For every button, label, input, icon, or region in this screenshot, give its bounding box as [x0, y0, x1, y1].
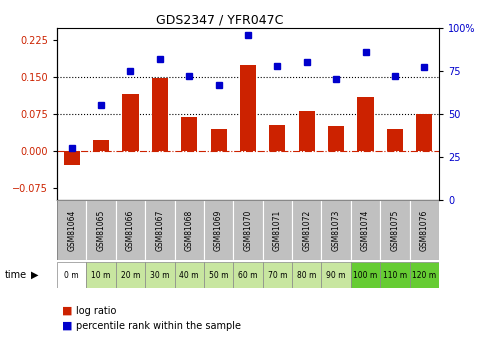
- Text: GSM81068: GSM81068: [185, 210, 194, 251]
- Text: percentile rank within the sample: percentile rank within the sample: [76, 321, 241, 331]
- Text: GSM81071: GSM81071: [273, 210, 282, 251]
- Bar: [123, 94, 138, 151]
- Text: 80 m: 80 m: [297, 270, 316, 280]
- Bar: [233, 200, 263, 260]
- Text: 0 m: 0 m: [64, 270, 79, 280]
- Text: 110 m: 110 m: [383, 270, 407, 280]
- Bar: [351, 200, 380, 260]
- Text: GSM81069: GSM81069: [214, 210, 223, 251]
- Bar: [328, 126, 344, 151]
- Bar: [292, 262, 321, 288]
- Bar: [145, 200, 175, 260]
- Bar: [380, 262, 410, 288]
- Bar: [240, 65, 256, 151]
- Text: ▶: ▶: [31, 270, 39, 280]
- Text: GSM81073: GSM81073: [332, 210, 341, 251]
- Bar: [175, 200, 204, 260]
- Bar: [93, 140, 109, 151]
- Bar: [387, 129, 403, 151]
- Text: GSM81064: GSM81064: [67, 210, 76, 251]
- Bar: [175, 262, 204, 288]
- Bar: [145, 262, 175, 288]
- Text: time: time: [5, 270, 27, 280]
- Bar: [263, 200, 292, 260]
- Text: GSM81070: GSM81070: [244, 210, 252, 251]
- Text: GSM81066: GSM81066: [126, 210, 135, 251]
- Text: 90 m: 90 m: [326, 270, 346, 280]
- Bar: [299, 111, 315, 151]
- Text: 70 m: 70 m: [268, 270, 287, 280]
- Text: 120 m: 120 m: [412, 270, 436, 280]
- Bar: [263, 262, 292, 288]
- Bar: [210, 129, 227, 151]
- Text: GSM81076: GSM81076: [420, 210, 429, 251]
- Bar: [86, 200, 116, 260]
- Text: 60 m: 60 m: [238, 270, 258, 280]
- Bar: [63, 151, 80, 165]
- Text: GSM81074: GSM81074: [361, 210, 370, 251]
- Bar: [416, 114, 433, 151]
- Text: ■: ■: [62, 321, 72, 331]
- Text: 40 m: 40 m: [180, 270, 199, 280]
- Text: ■: ■: [62, 306, 72, 315]
- Bar: [380, 200, 410, 260]
- Bar: [116, 262, 145, 288]
- Bar: [57, 262, 86, 288]
- Bar: [116, 200, 145, 260]
- Bar: [152, 78, 168, 151]
- Bar: [204, 262, 233, 288]
- Text: GSM81075: GSM81075: [390, 210, 399, 251]
- Text: GSM81067: GSM81067: [155, 210, 164, 251]
- Bar: [292, 200, 321, 260]
- Bar: [321, 262, 351, 288]
- Text: 100 m: 100 m: [353, 270, 377, 280]
- Bar: [410, 262, 439, 288]
- Bar: [57, 200, 86, 260]
- Bar: [204, 200, 233, 260]
- Text: 20 m: 20 m: [121, 270, 140, 280]
- Text: GSM81072: GSM81072: [302, 210, 311, 251]
- Bar: [269, 125, 286, 151]
- Text: 10 m: 10 m: [91, 270, 111, 280]
- Bar: [321, 200, 351, 260]
- Text: GDS2347 / YFR047C: GDS2347 / YFR047C: [156, 14, 283, 27]
- Text: 30 m: 30 m: [150, 270, 170, 280]
- Bar: [410, 200, 439, 260]
- Text: 50 m: 50 m: [209, 270, 228, 280]
- Bar: [86, 262, 116, 288]
- Bar: [233, 262, 263, 288]
- Bar: [351, 262, 380, 288]
- Text: log ratio: log ratio: [76, 306, 116, 315]
- Bar: [181, 117, 197, 151]
- Bar: [358, 97, 373, 151]
- Text: GSM81065: GSM81065: [97, 210, 106, 251]
